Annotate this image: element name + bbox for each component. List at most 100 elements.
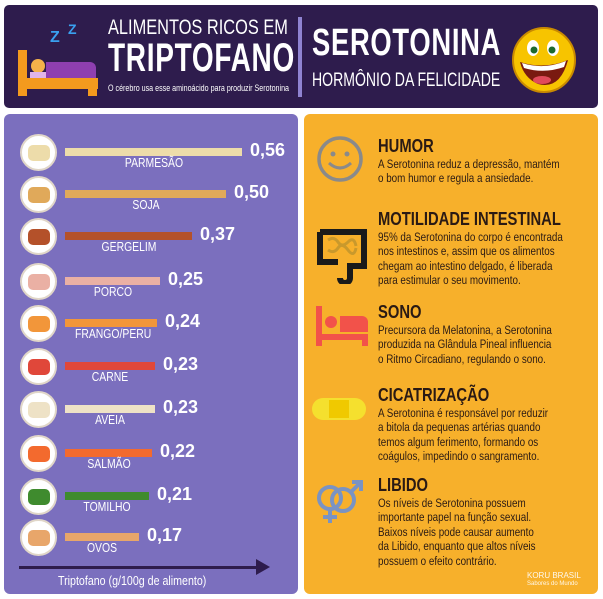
benefit-text-line: da Libido, enquanto que altos níveis [378,539,536,554]
chart-row: 0,23 AVEIA [0,391,294,433]
benefit-text-line: nos intestinos e, assim que os alimentos [378,244,555,259]
benefit-text-line: Precursora da Melatonina, a Serotonina [378,323,552,337]
value-label: 0,22 [160,441,196,461]
serotonina-title: SEROTONINA [312,22,502,64]
benefit-text-line: A Serotonina reduz a depressão, mantém [378,157,560,171]
header-divider [298,17,302,97]
benefit-text-line: chegam ao intestino delgado, é liberada [378,258,553,273]
svg-text:Z: Z [68,21,77,37]
benefit-text-line: a bitola da pequenas artérias quando [378,420,541,435]
value-label: 0,23 [163,354,199,374]
brand-logo: KORU BRASIL Sabores do Mundo [527,572,581,588]
food-image-icon [20,305,57,342]
category-label: SOJA [131,197,160,212]
benefit-text-line: para estimular o seu movimento. [378,273,521,288]
bar [65,190,226,198]
benefit-text-line: importante papel na função sexual. [378,510,532,525]
benefit-text-line: temos algum ferimento, formando os [378,434,539,449]
benefit-section: LIBIDO Os níveis de Serotonina possuem imp… [378,475,575,568]
value-label: 0,21 [157,484,193,504]
value-label: 0,23 [163,397,199,417]
benefit-text-line: o bom humor e regula a ansiedade. [378,171,534,186]
benefits-panel [304,114,598,594]
benefit-text-line: produzida na Glândula Pineal influencia [378,337,552,352]
category-label: AVEIA [95,412,125,427]
benefit-title: SONO [378,302,422,322]
sleeping-bed-icon: Z Z [18,21,98,96]
food-image-icon [20,218,57,255]
benefit-section: SONO Precursora da Melatonina, a Serotoni… [378,302,595,366]
laughing-smiley-icon [512,27,576,93]
chart-row: 0,50 SOJA [0,176,294,218]
brand-name: KORU BRASIL [527,571,581,580]
benefit-title: LIBIDO [378,475,429,495]
food-image-icon [20,134,57,171]
axis-arrowhead [256,559,270,575]
gender-symbols-icon [317,480,363,523]
chart-row: 0,25 PORCO [0,263,294,305]
food-image-icon [20,176,57,213]
category-label: OVOS [86,540,118,555]
chart-row: 0,37 GERGELIM [0,218,294,260]
benefit-text-line: possuem o efeito contrário. [378,553,497,568]
x-axis-arrow [19,566,259,569]
category-label: PORCO [93,284,132,299]
value-label: 0,25 [168,269,204,289]
benefit-text-line: coágulos, impedindo o sangramento. [378,449,540,464]
chart-row: 0,17 OVOS [0,519,294,561]
chart-row: 0,21 TOMILHO [0,478,294,520]
benefit-text-line: Baixos níveis pode causar aumento [378,524,534,539]
bar [65,405,155,413]
x-axis-label: Triptofano (g/100g de alimento) [58,573,207,588]
benefit-text-line: 95% da Serotonina do corpo é encontrada [378,230,563,244]
category-label: PARMESÃO [124,155,183,170]
value-label: 0,17 [147,525,183,545]
chart-row: 0,22 SALMÃO [0,435,294,477]
bar [65,449,152,457]
intestine-icon [317,229,367,284]
bar [65,362,155,370]
value-label: 0,56 [250,140,286,160]
bar [65,319,157,327]
benefit-title: CICATRIZAÇÃO [378,385,490,405]
benefit-title: HUMOR [378,136,434,156]
food-image-icon [20,519,57,556]
benefit-text-line: o Ritmo Circadiano, regulando o sono. [378,351,546,366]
category-label: TOMILHO [83,499,131,514]
food-image-icon [20,348,57,385]
food-image-icon [20,435,57,472]
header-subtitle: O cérebro usa esse aminoácido para produ… [108,83,290,94]
food-image-icon [20,478,57,515]
value-label: 0,50 [234,182,270,202]
svg-text:Z: Z [50,29,60,46]
benefit-title: MOTILIDADE INTESTINAL [378,209,561,229]
category-label: FRANGO/PERU [75,326,152,341]
bed-icon [316,306,368,346]
header-title-line1: ALIMENTOS RICOS EM [108,16,288,39]
bar [65,533,139,541]
category-label: SALMÃO [86,456,131,471]
serotonina-subtitle: HORMÔNIO DA FELICIDADE [312,70,501,91]
header-title-line2: TRIPTOFANO [108,36,295,80]
smiley-icon [317,136,363,182]
bar [65,148,242,156]
bar [65,277,160,285]
food-image-icon [20,391,57,428]
bandage-icon [312,398,366,420]
bar [65,492,149,500]
benefit-section: HUMOR A Serotonina reduz a depressão, man… [378,136,603,186]
benefit-text-line: Os níveis de Serotonina possuem [378,496,526,510]
category-label: CARNE [91,369,129,384]
chart-row: 0,24 FRANGO/PERU [0,305,294,347]
benefit-section: MOTILIDADE INTESTINAL 95% da Serotonina d… [378,209,603,288]
chart-row: 0,56 PARMESÃO [0,134,294,176]
chart-row: 0,23 CARNE [0,348,294,390]
food-image-icon [20,263,57,300]
bar [65,232,192,240]
benefit-section: CICATRIZAÇÃO A Serotonina é responsável p… [378,385,591,464]
value-label: 0,24 [165,311,201,331]
value-label: 0,37 [200,224,236,244]
benefit-text-line: A Serotonina é responsável por reduzir [378,406,549,420]
brand-tagline: Sabores do Mundo [527,581,578,587]
category-label: GERGELIM [101,239,156,254]
